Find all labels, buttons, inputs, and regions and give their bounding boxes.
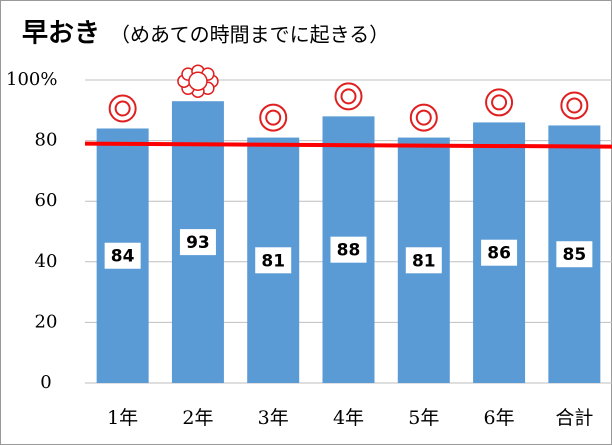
x-tick-label: 2年	[182, 407, 213, 429]
x-tick-label: 1年	[107, 407, 138, 429]
y-tick-label: 80	[35, 130, 58, 151]
value-label: 81	[261, 251, 285, 271]
value-label: 81	[412, 251, 436, 271]
value-label: 86	[487, 244, 511, 264]
x-tick-label: 5年	[408, 407, 439, 429]
value-label: 93	[186, 233, 210, 253]
y-tick-label: 40	[35, 251, 58, 272]
flower-center	[189, 72, 207, 90]
x-tick-label: 4年	[333, 407, 364, 429]
value-label: 84	[111, 247, 135, 267]
chart-title: 早おき	[22, 19, 100, 49]
value-label: 88	[337, 241, 361, 261]
chart-subtitle: （めあての時間までに起きる）	[110, 23, 389, 47]
chart: 早おき （めあての時間までに起きる） 0 20 40 60 80 100% 1年 84 2年 93…	[0, 0, 612, 445]
y-tick-label: 60	[35, 190, 58, 211]
y-tick-label: 100%	[6, 69, 57, 90]
y-tick-label: 20	[35, 311, 58, 332]
x-tick-label: 6年	[484, 407, 515, 429]
y-tick-label: 0	[40, 372, 51, 393]
value-label: 85	[563, 245, 587, 265]
x-tick-label: 合計	[555, 407, 593, 429]
x-tick-label: 3年	[258, 407, 289, 429]
